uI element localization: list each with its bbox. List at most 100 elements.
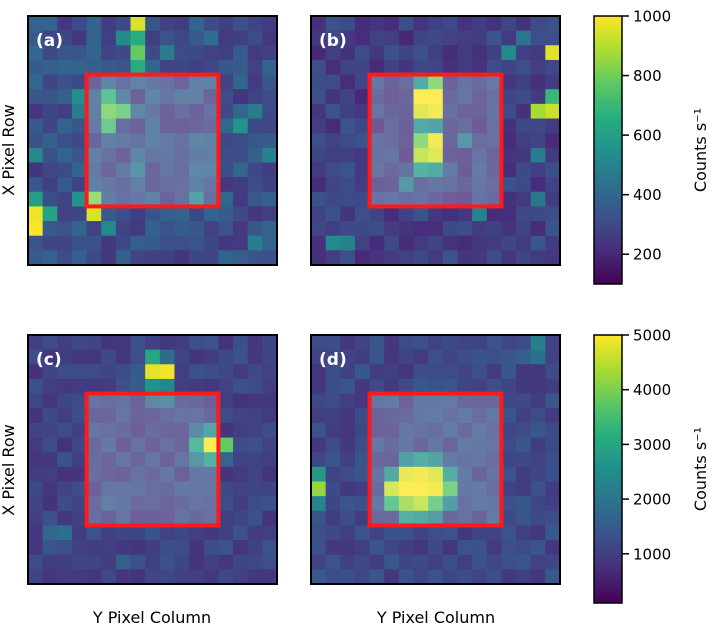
heatmap-cell <box>384 525 400 541</box>
heatmap-cell <box>86 554 102 570</box>
heatmap-cell <box>101 206 117 222</box>
heatmap-cell <box>28 191 44 208</box>
heatmap-cell <box>545 103 561 120</box>
heatmap-cell <box>369 133 385 149</box>
y-axis-label-bottom: X Pixel Row <box>0 424 18 515</box>
heatmap-cell <box>130 364 146 380</box>
heatmap-cell <box>311 540 327 556</box>
heatmap-cell <box>501 89 517 105</box>
heatmap-cell <box>325 89 341 105</box>
heatmap-cell <box>340 133 356 149</box>
heatmap-cell <box>28 422 44 439</box>
heatmap-cell <box>159 408 176 424</box>
heatmap-cell <box>545 437 561 453</box>
heatmap-cell <box>247 466 263 483</box>
heatmap-cell <box>101 59 117 76</box>
heatmap-cell <box>369 30 385 46</box>
heatmap-cell <box>262 422 278 439</box>
heatmap-cell <box>247 540 263 556</box>
heatmap-cell <box>159 177 176 193</box>
heatmap-cell <box>247 74 263 90</box>
heatmap-cell <box>42 437 58 453</box>
heatmap-cell <box>530 250 546 266</box>
heatmap-cell <box>442 569 459 585</box>
heatmap-cell <box>262 74 278 90</box>
heatmap-cell <box>472 89 488 105</box>
heatmap-cell <box>218 481 234 497</box>
heatmap-cell <box>325 540 341 556</box>
heatmap-cell <box>501 540 517 556</box>
heatmap-cell <box>428 378 444 395</box>
heatmap-cell <box>57 496 73 512</box>
heatmap-cell <box>145 569 161 585</box>
heatmap-cell <box>311 452 327 468</box>
heatmap-cell <box>516 422 532 439</box>
heatmap-cell <box>457 349 473 365</box>
heatmap-cell <box>340 408 356 424</box>
heatmap-cell <box>233 89 249 105</box>
heatmap-cell <box>428 466 444 483</box>
heatmap-cell <box>145 525 161 541</box>
heatmap-cell <box>428 162 444 178</box>
heatmap-cell <box>101 103 117 120</box>
heatmap-cell <box>86 235 102 251</box>
heatmap-cell <box>101 30 117 46</box>
heatmap-cell <box>174 408 190 424</box>
heatmap-cell <box>42 235 58 251</box>
heatmap-cell <box>325 349 341 365</box>
heatmap-cell <box>545 191 561 208</box>
panel-label: (d) <box>319 350 347 370</box>
heatmap-cell <box>130 59 146 76</box>
heatmap-cell <box>325 510 341 527</box>
heatmap-cell <box>384 74 400 90</box>
heatmap-cell <box>115 89 132 105</box>
heatmap-cell <box>189 525 205 541</box>
heatmap-cell <box>71 335 88 351</box>
heatmap-cell <box>101 177 117 193</box>
heatmap-cell <box>369 103 385 120</box>
heatmap-cell <box>233 554 249 570</box>
heatmap-cell <box>516 466 532 483</box>
heatmap-cell <box>545 422 561 439</box>
heatmap-cell <box>28 103 44 120</box>
heatmap-cell <box>57 525 73 541</box>
heatmap-cell <box>159 59 176 76</box>
heatmap-cell <box>130 162 146 178</box>
heatmap-cell <box>203 452 220 468</box>
heatmap-cell <box>501 496 517 512</box>
heatmap-cell <box>325 408 341 424</box>
heatmap-cell <box>354 103 371 120</box>
heatmap-cell <box>218 525 234 541</box>
heatmap-cell <box>325 452 341 468</box>
heatmap-cell <box>384 452 400 468</box>
heatmap-cell <box>174 250 190 266</box>
heatmap-cell <box>354 554 371 570</box>
heatmap-cell <box>545 349 561 365</box>
heatmap-cell <box>42 191 58 208</box>
heatmap-cell <box>501 133 517 149</box>
heatmap-cell <box>71 481 88 497</box>
heatmap-cell <box>516 206 532 222</box>
heatmap-cell <box>545 16 561 32</box>
heatmap-cell <box>530 525 546 541</box>
heatmap-cell <box>189 393 205 409</box>
heatmap-cell <box>174 496 190 512</box>
heatmap-cell <box>159 16 176 32</box>
heatmap-cell <box>311 569 327 585</box>
heatmap-cell <box>247 496 263 512</box>
heatmap-cell <box>28 206 44 222</box>
heatmap-cell <box>501 16 517 32</box>
heatmap-cell <box>115 191 132 208</box>
heatmap-cell <box>174 481 190 497</box>
heatmap-cell <box>516 221 532 237</box>
heatmap-cell <box>516 349 532 365</box>
heatmap-cell <box>159 89 176 105</box>
heatmap-cell <box>311 177 327 193</box>
heatmap-cell <box>428 235 444 251</box>
heatmap-cell <box>384 59 400 76</box>
heatmap-cell <box>130 45 146 61</box>
heatmap-cell <box>413 437 429 453</box>
heatmap-cell <box>86 510 102 527</box>
heatmap-cell <box>545 540 561 556</box>
heatmap-cell <box>203 177 220 193</box>
